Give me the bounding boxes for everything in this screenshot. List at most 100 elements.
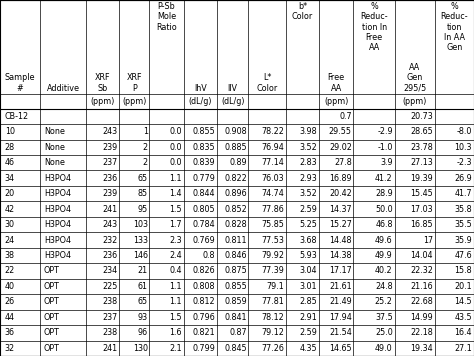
Text: 22.68: 22.68 [410,297,433,307]
Text: 236: 236 [102,251,118,260]
Text: 5.25: 5.25 [300,220,318,229]
Text: 46.8: 46.8 [375,220,393,229]
Text: 0.799: 0.799 [192,344,215,353]
Text: 0.852: 0.852 [224,205,247,214]
Text: 25.2: 25.2 [375,297,393,307]
Text: 38: 38 [5,251,15,260]
Text: 3.04: 3.04 [300,266,318,276]
Text: 232: 232 [102,236,118,245]
Text: H3PO4: H3PO4 [44,205,71,214]
Text: %
Reduc-
tion
In AA
Gen: % Reduc- tion In AA Gen [441,2,468,52]
Text: 26: 26 [5,297,15,307]
Text: 21.16: 21.16 [410,282,433,291]
Text: 19.34: 19.34 [410,344,433,353]
Text: 49.6: 49.6 [375,236,393,245]
Text: 85: 85 [137,189,148,198]
Text: 93: 93 [137,313,148,322]
Text: 0.0: 0.0 [169,158,182,167]
Text: 0.808: 0.808 [193,282,215,291]
Text: -1.0: -1.0 [377,143,393,152]
Text: 0.0: 0.0 [169,143,182,152]
Text: 22: 22 [5,266,15,276]
Text: OPT: OPT [44,266,60,276]
Text: 20.42: 20.42 [329,189,352,198]
Text: 79.1: 79.1 [266,282,284,291]
Text: 14.04: 14.04 [410,251,433,260]
Text: 243: 243 [102,220,118,229]
Text: 1.1: 1.1 [169,297,182,307]
Text: 238: 238 [102,297,118,307]
Text: 0.7: 0.7 [339,112,352,121]
Text: Additive: Additive [46,84,80,93]
Text: 1: 1 [143,127,148,136]
Text: (ppm): (ppm) [324,97,348,106]
Text: 37.5: 37.5 [375,313,393,322]
Text: 21: 21 [137,266,148,276]
Text: 27.13: 27.13 [410,158,433,167]
Text: 21.61: 21.61 [329,282,352,291]
Text: 35.5: 35.5 [454,220,472,229]
Text: 28.9: 28.9 [375,189,393,198]
Text: 146: 146 [133,251,148,260]
Text: -2.3: -2.3 [456,158,472,167]
Text: 1.1: 1.1 [169,282,182,291]
Text: 42: 42 [5,205,15,214]
Text: 0.784: 0.784 [192,220,215,229]
Text: b*
Color: b* Color [292,2,313,21]
Text: 76.03: 76.03 [261,174,284,183]
Text: 61: 61 [138,282,148,291]
Text: 0.839: 0.839 [192,158,215,167]
Text: -8.0: -8.0 [456,127,472,136]
Text: 3.68: 3.68 [300,236,318,245]
Text: 24: 24 [5,236,15,245]
Text: 95: 95 [137,205,148,214]
Text: 15.45: 15.45 [410,189,433,198]
Text: 0.845: 0.845 [224,344,247,353]
Text: 36: 36 [5,328,15,337]
Text: 0.841: 0.841 [224,313,247,322]
Text: 0.822: 0.822 [224,174,247,183]
Text: 35.8: 35.8 [455,205,472,214]
Text: 41.7: 41.7 [455,189,472,198]
Text: 0.0: 0.0 [169,127,182,136]
Text: (ppm): (ppm) [403,97,427,106]
Text: 29.02: 29.02 [329,143,352,152]
Text: OPT: OPT [44,328,60,337]
Text: 96: 96 [137,328,148,337]
Text: 1.7: 1.7 [169,220,182,229]
Text: XRF
P: XRF P [127,73,142,93]
Text: 2: 2 [143,158,148,167]
Text: 0.769: 0.769 [192,236,215,245]
Text: 0.855: 0.855 [192,127,215,136]
Text: None: None [44,143,65,152]
Text: 14.65: 14.65 [329,344,352,353]
Text: 17.17: 17.17 [329,266,352,276]
Text: 0.855: 0.855 [224,282,247,291]
Text: (ppm): (ppm) [122,97,146,106]
Text: 77.86: 77.86 [261,205,284,214]
Text: 0.8: 0.8 [203,251,215,260]
Text: 74.74: 74.74 [261,189,284,198]
Text: 50.0: 50.0 [375,205,393,214]
Text: 2.83: 2.83 [300,158,318,167]
Text: 20.73: 20.73 [410,112,433,121]
Text: 15.8: 15.8 [455,266,472,276]
Text: 0.87: 0.87 [229,328,247,337]
Text: 0.779: 0.779 [192,174,215,183]
Text: 2.93: 2.93 [300,174,318,183]
Text: 1.5: 1.5 [169,313,182,322]
Text: 0.826: 0.826 [192,266,215,276]
Text: 0.875: 0.875 [224,266,247,276]
Text: 14.37: 14.37 [329,205,352,214]
Text: 0.859: 0.859 [224,297,247,307]
Text: 20.1: 20.1 [455,282,472,291]
Text: 14.99: 14.99 [410,313,433,322]
Text: 0.805: 0.805 [192,205,215,214]
Text: 41.2: 41.2 [375,174,393,183]
Text: 2.91: 2.91 [300,313,318,322]
Text: 21.54: 21.54 [329,328,352,337]
Text: 77.81: 77.81 [261,297,284,307]
Text: 27.1: 27.1 [454,344,472,353]
Text: 17: 17 [423,236,433,245]
Text: 78.22: 78.22 [261,127,284,136]
